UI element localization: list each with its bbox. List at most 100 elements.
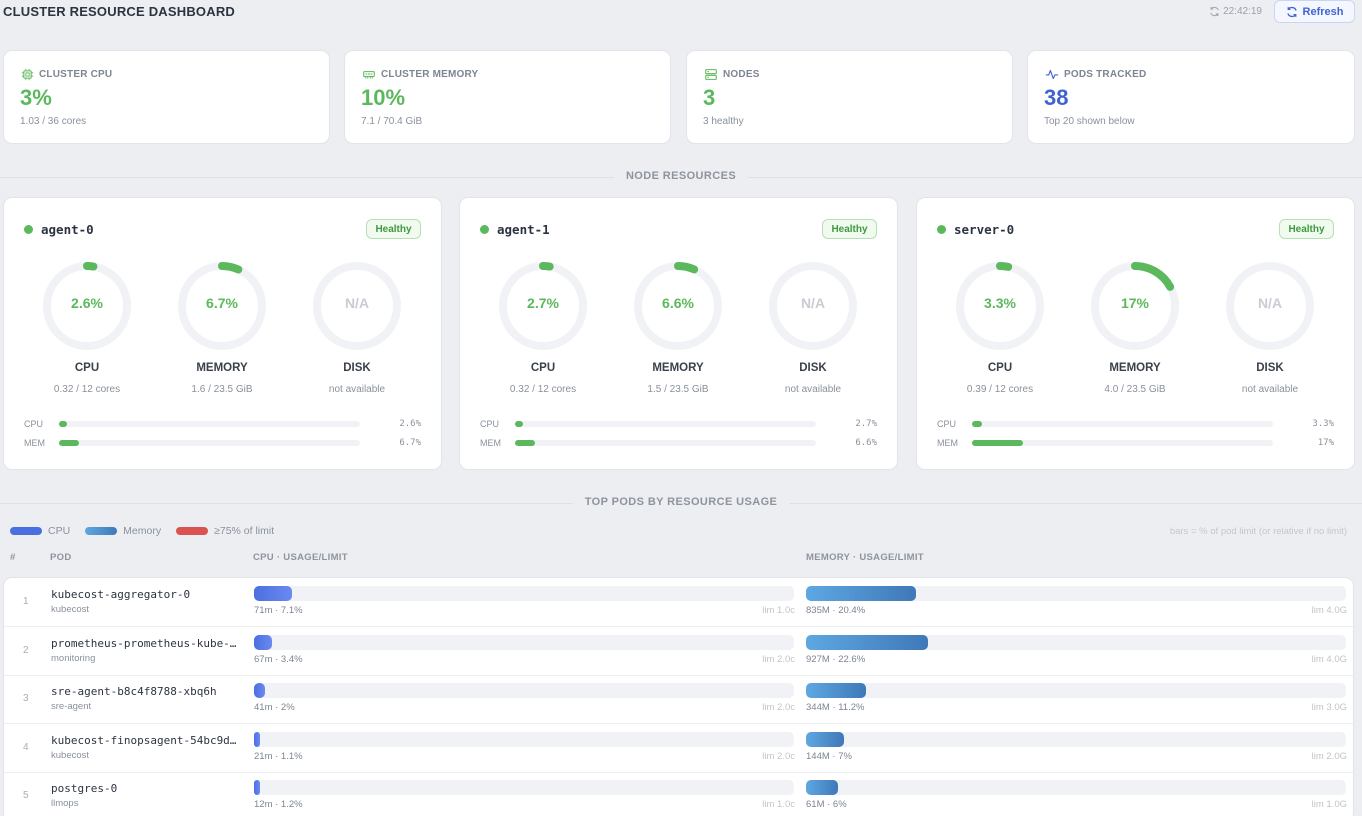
mini-bar-track xyxy=(59,440,360,446)
table-row[interactable]: 1 kubecost-aggregator-0 kubecost 71m · 7… xyxy=(4,578,1353,627)
memory-bar-fill xyxy=(806,634,929,650)
cpu-bar-track xyxy=(254,586,794,601)
mini-bar-value: 2.6% xyxy=(399,419,421,429)
mini-bar-track xyxy=(59,421,360,427)
gauge-sub: 0.39 / 12 cores xyxy=(966,384,1034,395)
cpu-limit-text: lim 2.0c xyxy=(762,702,795,713)
stat-sub: Top 20 shown below xyxy=(1044,116,1135,127)
mini-bar-label: CPU xyxy=(24,419,44,429)
stat-value: 38 xyxy=(1044,85,1069,110)
pod-name: kubecost-aggregator-0 xyxy=(51,588,191,601)
status-dot xyxy=(24,225,33,234)
memory-bar-fill xyxy=(806,683,867,698)
row-index: 4 xyxy=(23,741,29,753)
table-row[interactable]: 2 prometheus-prometheus-kube-… monitorin… xyxy=(4,627,1353,676)
node-card-agent-0: agent-0 Healthy 2.6% CPU 0.32 / 12 cores… xyxy=(3,197,442,470)
pod-namespace: sre-agent xyxy=(51,701,92,712)
gauge-label: MEMORY xyxy=(196,362,248,374)
memory-icon xyxy=(363,71,375,79)
mini-bar-value: 17% xyxy=(1317,438,1334,448)
memory-bar-fill xyxy=(806,586,917,601)
memory-bar-track xyxy=(806,683,1346,698)
status-badge: Healthy xyxy=(822,219,877,239)
legend-swatch-limit xyxy=(176,527,209,535)
mini-bar-fill xyxy=(972,440,1024,446)
refresh-button[interactable]: Refresh xyxy=(1274,0,1355,23)
cpu-usage-text: 71m · 7.1% xyxy=(254,605,303,616)
sync-icon xyxy=(1210,6,1219,17)
pod-namespace: kubecost xyxy=(51,604,90,615)
mini-bar-cpu: CPU 2.7% xyxy=(480,418,877,430)
gauge-label: CPU xyxy=(987,362,1013,374)
cpu-bar-fill xyxy=(254,634,273,650)
gauge-ring xyxy=(313,262,401,350)
stat-card-cluster-memory: CLUSTER MEMORY 10% 7.1 / 70.4 GiB xyxy=(344,50,671,144)
mini-bar-label: CPU xyxy=(480,419,500,429)
last-updated: 22:42:19 xyxy=(1209,6,1262,17)
gauge-sub: 0.32 / 12 cores xyxy=(53,384,121,395)
gauge-label: CPU xyxy=(530,362,556,374)
memory-usage-text: 144M · 7% xyxy=(806,750,852,762)
stat-sub: 3 healthy xyxy=(703,116,744,127)
gauge-arc xyxy=(1091,262,1179,350)
cpu-bar-track xyxy=(254,780,794,795)
pod-namespace: kubecost xyxy=(51,749,90,761)
gauge-sub: not available xyxy=(328,384,386,395)
memory-usage-text: 927M · 22.6% xyxy=(806,653,866,665)
cpu-bar-fill xyxy=(254,731,260,747)
gauge-sub: 0.32 / 12 cores xyxy=(509,384,577,395)
column-header-index: # xyxy=(10,552,16,563)
cpu-bar-track xyxy=(254,634,794,650)
memory-limit-text: lim 4.0G xyxy=(1311,605,1347,616)
gauge-arc xyxy=(43,262,131,350)
mini-bar-fill xyxy=(59,421,67,427)
pod-namespace: llmops xyxy=(51,798,79,809)
gauge-ring xyxy=(178,262,266,350)
memory-bar-fill xyxy=(806,780,839,795)
memory-bar-track xyxy=(806,780,1346,795)
mini-bar-fill xyxy=(59,440,80,446)
row-index: 1 xyxy=(23,596,29,607)
memory-usage-text: 835M · 20.4% xyxy=(806,605,866,616)
memory-bar-fill xyxy=(806,731,844,747)
cpu-bar-fill xyxy=(254,780,261,795)
gauge-label: DISK xyxy=(1256,362,1284,374)
mini-bar-fill xyxy=(515,421,524,427)
mini-bar-track xyxy=(972,440,1273,446)
gauge-value: 6.6% xyxy=(662,295,694,311)
cpu-limit-text: lim 1.0c xyxy=(762,799,795,810)
stat-value: 3 xyxy=(703,85,716,110)
gauge-sub: 1.6 / 23.5 GiB xyxy=(191,384,253,395)
gauge-value: N/A xyxy=(344,295,370,311)
stat-card-pods-tracked: PODS TRACKED 38 Top 20 shown below xyxy=(1027,50,1355,144)
status-dot xyxy=(937,225,946,234)
table-row[interactable]: 4 kubecost-finopsagent-54bc9d… kubecost … xyxy=(4,724,1353,773)
gauge-value: 3.3% xyxy=(984,295,1016,311)
mini-bar-label: CPU xyxy=(937,419,957,429)
mini-bar-cpu: CPU 3.3% xyxy=(937,418,1334,430)
table-row[interactable]: 5 postgres-0 llmops 12m · 1.2% lim 1.0c … xyxy=(4,772,1353,816)
cpu-usage-text: 12m · 1.2% xyxy=(254,799,303,810)
gauge-value: 6.7% xyxy=(206,295,238,311)
cpu-usage-text: 21m · 1.1% xyxy=(254,750,303,762)
mini-bar-fill xyxy=(515,440,535,446)
gauge-value: N/A xyxy=(800,295,826,311)
gauge-arc xyxy=(499,262,587,350)
node-name: agent-0 xyxy=(41,222,94,237)
gauge-sub: 4.0 / 23.5 GiB xyxy=(1104,384,1166,395)
mini-bar-track xyxy=(515,421,816,427)
table-row[interactable]: 3 sre-agent-b8c4f8788-xbq6h sre-agent 41… xyxy=(4,675,1353,724)
status-badge: Healthy xyxy=(366,219,421,239)
pod-name: sre-agent-b8c4f8788-xbq6h xyxy=(51,685,217,698)
memory-limit-text: lim 2.0G xyxy=(1311,750,1347,762)
column-header-pod: POD xyxy=(50,552,72,563)
memory-bar-track xyxy=(806,586,1346,601)
gauge-ring xyxy=(43,262,131,350)
column-header-cpu: CPU · USAGE/LIMIT xyxy=(253,552,348,563)
cpu-bar-track xyxy=(254,683,794,698)
activity-icon xyxy=(1045,69,1059,80)
refresh-label: Refresh xyxy=(1302,5,1344,18)
legend-item-cpu: CPU xyxy=(10,525,70,537)
gauge-arc xyxy=(178,262,266,350)
refresh-icon xyxy=(1286,6,1297,17)
